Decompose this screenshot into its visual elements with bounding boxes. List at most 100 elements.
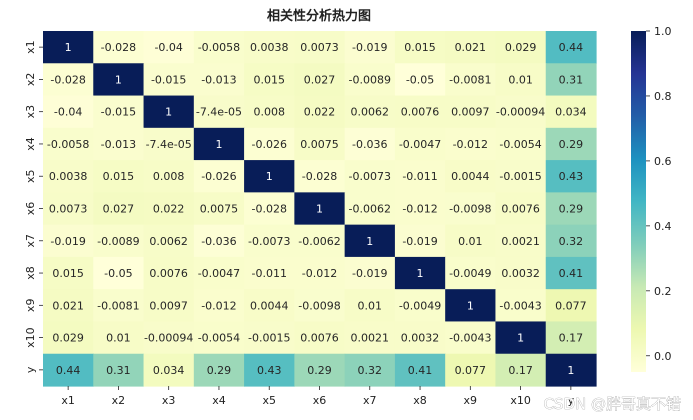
- cell-value-label: -0.00094: [496, 106, 545, 119]
- heatmap-cell-x10-x9: [445, 321, 497, 355]
- heatmap-cell-x6-x2: [93, 192, 145, 226]
- heatmap-cell-x8-x8: [394, 256, 446, 290]
- heatmap-cell-x4-x1: [43, 127, 94, 161]
- heatmap-cell-x1-x9: [445, 31, 497, 64]
- heatmap-cell-x7-x1: [43, 224, 94, 258]
- heatmap-cell-x5-x5: [244, 160, 295, 193]
- cell-value-label: -0.04: [154, 41, 182, 54]
- y-tick-label-x7: x7: [24, 234, 37, 248]
- heatmap-cell-x9-x9: [445, 289, 497, 323]
- cell-value-label: -0.019: [352, 267, 387, 280]
- colorbar: 0.0 0.2 0.4 0.6 0.8 1.0: [631, 25, 672, 372]
- heatmap-cell-x7-x2: [93, 224, 145, 258]
- cell-value-label: 0.008: [153, 170, 185, 183]
- heatmap-cell-x9-x6: [294, 289, 346, 323]
- heatmap-cell-x3-x10: [495, 95, 547, 129]
- cell-value-label: 0.034: [153, 364, 185, 377]
- cell-value-label: 0.17: [508, 364, 533, 377]
- heatmap-cell-x10-x5: [244, 321, 295, 355]
- heatmap-cell-x2-x8: [394, 63, 446, 97]
- heatmap-cell-x1-y: [545, 31, 597, 64]
- heatmap-cell-x1-x7: [344, 31, 396, 64]
- heatmap-cell-x8-x1: [43, 256, 94, 290]
- cell-value-label: 0.077: [555, 299, 587, 312]
- cell-value-label: -0.026: [201, 170, 236, 183]
- cell-value-label: -0.0043: [499, 299, 541, 312]
- cell-value-label: 1: [65, 41, 72, 54]
- heatmap-cell-x9-x4: [193, 289, 245, 323]
- cell-value-label: 0.0076: [149, 267, 188, 280]
- cell-value-label: -0.05: [406, 73, 434, 86]
- heatmap-cell-x8-x3: [143, 256, 195, 290]
- x-tick-label-x2: x2: [112, 394, 126, 407]
- heatmap-cell-x8-x4: [193, 256, 245, 290]
- cell-value-label: -0.0081: [97, 299, 139, 312]
- colorbar-tick-label: 0.8: [654, 90, 672, 103]
- y-tick-label-y: y: [24, 366, 37, 373]
- x-tick-label-y: y: [568, 394, 575, 407]
- heatmap-cell-x3-x9: [445, 95, 497, 129]
- cell-value-label: -0.028: [251, 203, 286, 216]
- heatmap-cell-x7-x7: [344, 224, 396, 258]
- cell-value-label: 0.31: [106, 364, 131, 377]
- cell-value-label: -0.015: [101, 106, 136, 119]
- cell-value-label: -0.00094: [144, 332, 193, 345]
- cell-value-label: 0.32: [358, 364, 383, 377]
- cell-value-label: -0.0049: [399, 299, 441, 312]
- cell-value-label: 0.015: [103, 170, 135, 183]
- cell-value-label: -0.028: [101, 41, 136, 54]
- heatmap-cell-x8-x9: [445, 256, 497, 290]
- cell-value-label: -0.0047: [198, 267, 240, 280]
- x-tick-label-x9: x9: [464, 394, 478, 407]
- heatmap-cell-x9-x3: [143, 289, 195, 323]
- cell-value-label: 1: [165, 106, 172, 119]
- cell-value-label: -0.012: [302, 267, 337, 280]
- colorbar-gradient: [631, 31, 646, 372]
- cell-value-label: 0.022: [153, 203, 185, 216]
- heatmap-cell-x6-x4: [193, 192, 245, 226]
- colorbar-tick-label: 0.4: [654, 220, 672, 233]
- heatmap-cell-x1-x5: [244, 31, 295, 64]
- heatmap-cell-x2-x2: [93, 63, 145, 97]
- cell-value-label: 0.0044: [451, 170, 490, 183]
- heatmap-cell-x6-x9: [445, 192, 497, 226]
- x-tick-label-x6: x6: [313, 394, 327, 407]
- y-tick-label-x9: x9: [24, 299, 37, 313]
- heatmap-cell-x2-x6: [294, 63, 346, 97]
- heatmap-cell-x3-x3: [143, 95, 195, 129]
- cell-value-label: 0.021: [455, 41, 487, 54]
- cell-value-label: 0.015: [404, 41, 436, 54]
- heatmap-cell-y-x10: [495, 353, 547, 387]
- colorbar-ticks: 0.0 0.2 0.4 0.6 0.8 1.0: [646, 25, 672, 363]
- heatmap-cell-y-y: [545, 353, 597, 387]
- colorbar-tick-label: 1.0: [654, 25, 672, 38]
- cell-value-label: 0.29: [559, 138, 584, 151]
- cell-value-label: 1: [215, 138, 222, 151]
- heatmap-cell-x4-x9: [445, 127, 497, 161]
- heatmap-cell-x7-x10: [495, 224, 547, 258]
- cell-value-label: -0.036: [352, 138, 387, 151]
- cell-value-label: -0.0081: [449, 73, 491, 86]
- heatmap-cell-x7-x3: [143, 224, 195, 258]
- heatmap-cell-x1-x10: [495, 31, 547, 64]
- heatmap-cell-x3-x4: [193, 95, 245, 129]
- x-tick-label-x10: x10: [510, 394, 531, 407]
- heatmap-cell-x4-x6: [294, 127, 346, 161]
- heatmap-cell-x7-x4: [193, 224, 245, 258]
- x-tick-label-x1: x1: [61, 394, 75, 407]
- cell-value-label: 0.077: [455, 364, 487, 377]
- cell-value-label: 0.034: [555, 106, 587, 119]
- heatmap-cell-y-x1: [43, 353, 94, 387]
- x-tick-label-x3: x3: [162, 394, 176, 407]
- cell-value-label: 0.0075: [200, 203, 239, 216]
- cell-value-label: 0.029: [52, 332, 84, 345]
- heatmap-cell-y-x8: [394, 353, 446, 387]
- y-tick-label-x5: x5: [24, 169, 37, 183]
- cell-value-label: 1: [316, 203, 323, 216]
- heatmap-cell-x2-x3: [143, 63, 195, 97]
- cell-value-label: 1: [567, 364, 574, 377]
- cell-value-label: 0.021: [52, 299, 84, 312]
- cell-value-label: 0.008: [253, 106, 285, 119]
- cell-value-label: -0.036: [201, 235, 236, 248]
- heatmap-cell-x8-x7: [344, 256, 396, 290]
